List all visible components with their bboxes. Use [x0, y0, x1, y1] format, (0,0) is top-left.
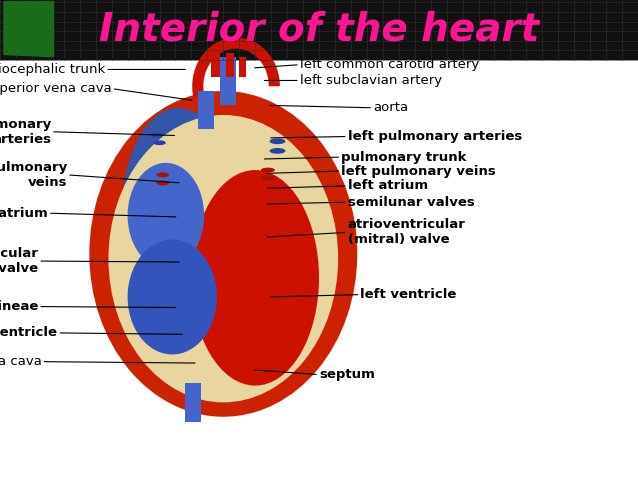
Text: septum: septum: [319, 368, 375, 381]
Ellipse shape: [128, 240, 217, 354]
Bar: [185, 383, 201, 422]
Text: chordae tendineae: chordae tendineae: [0, 300, 38, 313]
Ellipse shape: [89, 91, 357, 417]
Text: left ventricle: left ventricle: [360, 288, 457, 301]
Ellipse shape: [269, 138, 285, 144]
Ellipse shape: [261, 168, 275, 172]
Text: right pulmonary
arteries: right pulmonary arteries: [0, 118, 51, 146]
Ellipse shape: [261, 176, 275, 181]
Bar: [239, 57, 246, 77]
Text: inferior vena cava: inferior vena cava: [0, 355, 41, 368]
Bar: [226, 53, 234, 77]
Text: right atrium: right atrium: [0, 206, 48, 220]
Ellipse shape: [153, 140, 166, 145]
Text: left pulmonary arteries: left pulmonary arteries: [348, 130, 522, 143]
Text: aorta: aorta: [373, 101, 408, 114]
Bar: [220, 57, 236, 105]
Text: pulmonary trunk: pulmonary trunk: [341, 150, 467, 164]
Text: left atrium: left atrium: [348, 179, 428, 193]
Bar: [0, 0, 638, 60]
Text: right pulmonary
veins: right pulmonary veins: [0, 161, 67, 189]
Ellipse shape: [121, 108, 236, 323]
Ellipse shape: [150, 133, 163, 137]
Bar: [198, 91, 214, 129]
Text: brachiocephalic trunk: brachiocephalic trunk: [0, 63, 105, 76]
Bar: [211, 48, 220, 77]
Ellipse shape: [128, 163, 204, 268]
Text: left pulmonary veins: left pulmonary veins: [341, 164, 496, 178]
Text: Interior of the heart: Interior of the heart: [99, 11, 539, 49]
Text: right ventricle: right ventricle: [0, 326, 57, 340]
Text: atrioventricular
(tricuspid) valve: atrioventricular (tricuspid) valve: [0, 247, 38, 275]
Text: atrioventricular
(mitral) valve: atrioventricular (mitral) valve: [348, 218, 466, 246]
Text: superior vena cava: superior vena cava: [0, 82, 112, 95]
Ellipse shape: [191, 170, 319, 386]
Ellipse shape: [156, 172, 169, 177]
Ellipse shape: [108, 115, 338, 402]
Text: left common carotid artery: left common carotid artery: [300, 58, 479, 71]
Ellipse shape: [156, 181, 169, 185]
Text: semilunar valves: semilunar valves: [348, 195, 475, 209]
Bar: [89, 57, 408, 436]
Text: left subclavian artery: left subclavian artery: [300, 74, 442, 87]
Polygon shape: [3, 1, 54, 57]
Ellipse shape: [269, 148, 285, 154]
